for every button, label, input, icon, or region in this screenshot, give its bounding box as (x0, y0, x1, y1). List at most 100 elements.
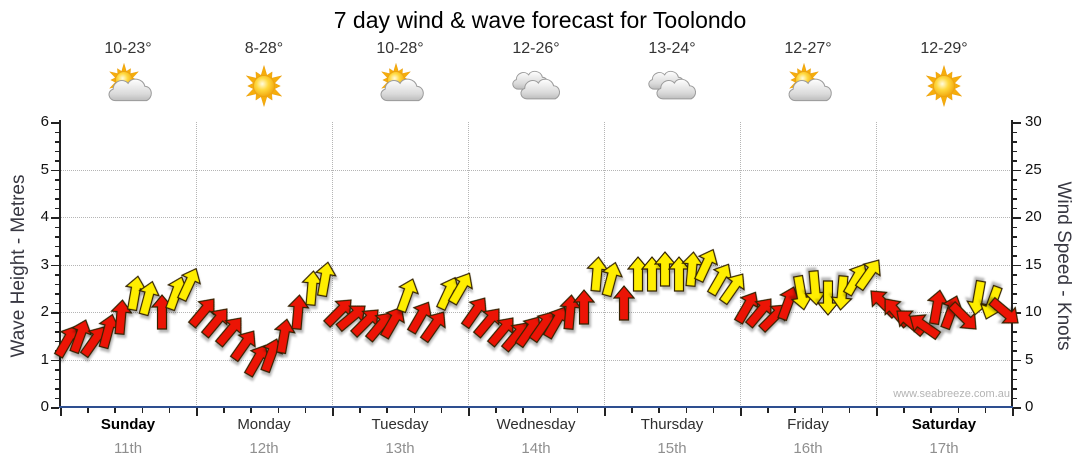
time-axis-major-tick (196, 408, 198, 416)
wind-arrow (447, 272, 474, 307)
wind-axis-title: Wind Speed - Knots (1053, 181, 1074, 351)
sun-cloud-icon (380, 62, 424, 102)
time-axis-minor-tick (386, 408, 388, 413)
wave-axis-tick-label: 0 (40, 398, 49, 415)
temp-range-label: 13-24° (648, 40, 696, 57)
time-axis-minor-tick (359, 408, 361, 413)
wind-axis-tick (1013, 264, 1021, 266)
time-axis-minor-tick (930, 408, 932, 413)
wave-axis-tick-label: 2 (40, 303, 49, 320)
wind-arrow (110, 298, 133, 335)
time-axis-minor-tick (141, 408, 144, 413)
wave-axis-tick (51, 122, 59, 124)
wind-arrow (718, 273, 745, 306)
watermark: www.seabreeze.com.au (893, 388, 1010, 400)
wave-axis-tick (55, 340, 59, 342)
time-axis-minor-tick (87, 408, 89, 413)
wave-axis-tick (55, 283, 59, 285)
wind-axis-tick (1013, 359, 1021, 361)
day-name-label: Tuesday (371, 416, 429, 433)
wind-axis-tick (1013, 188, 1017, 190)
time-axis-major-tick (876, 408, 878, 416)
day-date-label: 14th (521, 440, 551, 457)
wave-axis-tick (55, 160, 59, 162)
wind-arrow (314, 261, 338, 297)
horizontal-gridline (60, 312, 1012, 313)
time-axis-minor-tick (114, 408, 116, 413)
time-axis-minor-tick (250, 408, 252, 413)
wind-arrow (274, 318, 297, 354)
time-axis-minor-tick (549, 408, 552, 413)
time-axis-major-tick (604, 408, 606, 416)
wave-axis-tick (51, 264, 59, 266)
weather-icon-cell (740, 62, 876, 116)
wave-axis-tick (55, 293, 59, 295)
wind-axis-tick (1013, 340, 1017, 342)
time-axis-minor-tick (413, 408, 416, 413)
wave-axis-title: Wave Height - Metres (8, 174, 29, 358)
wind-arrow (379, 305, 406, 340)
wind-arrow (138, 280, 161, 317)
day-name-label: Saturday (911, 416, 977, 433)
time-axis-minor-tick (984, 408, 987, 413)
wind-arrow (187, 298, 215, 329)
wind-axis-tick (1013, 397, 1017, 399)
wave-axis-tick (55, 188, 59, 190)
wind-arrow (733, 291, 759, 326)
wind-arrow (177, 267, 202, 302)
horizontal-gridline (60, 359, 1012, 361)
wave-axis-tick (55, 179, 59, 181)
wave-axis-tick (55, 141, 59, 143)
horizontal-gridline (60, 217, 1012, 218)
wave-axis-tick (51, 169, 59, 171)
wind-axis-tick-label: 30 (1025, 113, 1042, 130)
wave-axis-tick (55, 150, 59, 152)
clouds-icon (512, 70, 561, 100)
wave-axis-tick (51, 312, 59, 314)
wind-arrow (419, 311, 446, 344)
time-axis-minor-tick (223, 408, 225, 413)
wind-arrow (988, 296, 1019, 324)
wind-axis-tick (1013, 160, 1017, 162)
time-axis-minor-tick (522, 408, 524, 413)
day-name-label: Sunday (100, 416, 156, 433)
wave-axis-tick (55, 388, 59, 390)
time-axis-minor-tick (631, 408, 633, 413)
time-axis-minor-tick (767, 408, 769, 413)
weather-icon-cell (60, 62, 196, 116)
wind-axis-tick (1013, 169, 1021, 171)
wind-axis-tick (1013, 207, 1017, 209)
day-separator-gridline (604, 122, 605, 407)
wind-axis-tick (1013, 388, 1017, 390)
wind-axis-tick (1013, 150, 1017, 152)
weather-icon-cell (876, 62, 1012, 116)
wind-axis-tick (1013, 217, 1021, 219)
wind-axis-tick (1013, 312, 1021, 314)
wave-axis-tick (55, 245, 59, 247)
day-date-label: 17th (929, 440, 959, 457)
temp-range-label: 10-23° (104, 40, 152, 57)
day-name-label: Wednesday (496, 416, 576, 433)
wave-axis-tick (55, 321, 59, 323)
time-axis-minor-tick (304, 408, 307, 413)
wind-axis-tick (1013, 302, 1017, 304)
wind-axis-tick-label: 10 (1025, 303, 1042, 320)
time-axis-minor-tick (440, 408, 443, 413)
weather-icon-cell (468, 62, 604, 116)
horizontal-gridline (60, 264, 1012, 266)
wind-axis-tick (1013, 122, 1021, 124)
wave-axis-tick (55, 302, 59, 304)
time-axis-minor-tick (957, 408, 960, 413)
weather-icon-cell (604, 62, 740, 116)
time-axis-minor-tick (495, 408, 497, 413)
wave-axis-tick (55, 236, 59, 238)
day-date-label: 13th (385, 440, 415, 457)
horizontal-gridline (60, 169, 1012, 171)
wind-axis-tick (1013, 141, 1017, 143)
day-name-label: Friday (787, 416, 829, 433)
time-axis-major-tick (60, 408, 62, 416)
wind-axis-tick-label: 20 (1025, 208, 1042, 225)
time-axis-minor-tick (168, 408, 171, 413)
wind-axis-tick-label: 5 (1025, 350, 1034, 368)
